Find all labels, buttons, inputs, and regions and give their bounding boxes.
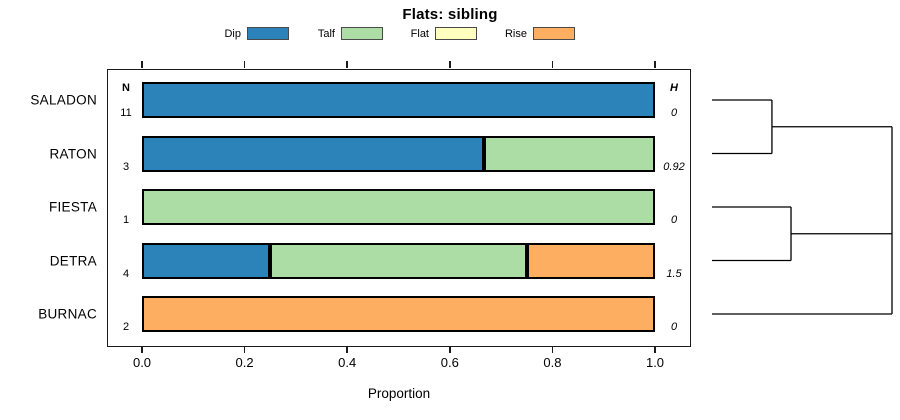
bar-segment-fiesta-talf — [142, 189, 655, 225]
x-tick-bottom-0.4 — [346, 346, 348, 353]
legend: Dip Talf Flat Rise — [0, 0, 900, 50]
category-label-fiesta: FIESTA — [48, 199, 97, 215]
category-label-burnac: BURNAC — [38, 306, 97, 322]
legend-label-talf: Talf — [317, 28, 335, 40]
n-value: 3 — [122, 160, 130, 173]
x-tick-label: 0.8 — [543, 355, 562, 370]
h-value: 0 — [670, 214, 678, 226]
bar-segment-detra-talf — [270, 242, 527, 279]
bar-raton — [142, 135, 655, 172]
legend-swatch-rise — [533, 27, 575, 40]
bar-segment-detra-dip — [142, 242, 271, 279]
x-axis-title: Proportion — [367, 386, 431, 401]
x-tick-top-0.2 — [243, 61, 246, 68]
h-value: 0 — [670, 107, 678, 119]
legend-swatch-dip — [247, 27, 289, 40]
n-value: 2 — [122, 321, 130, 333]
n-column-header: N — [122, 82, 130, 94]
n-value: 4 — [122, 267, 130, 280]
legend-swatch-flat — [435, 27, 477, 40]
legend-label-rise: Rise — [504, 28, 527, 40]
x-tick-bottom-0.2 — [243, 346, 246, 353]
n-value: 11 — [120, 107, 132, 119]
h-column-header: H — [670, 82, 678, 94]
x-tick-label: 0.4 — [338, 355, 357, 370]
bar-segment-raton-dip — [142, 135, 485, 172]
x-tick-bottom-0.8 — [551, 346, 554, 353]
x-tick-top-0.8 — [551, 61, 554, 68]
bar-saladon — [142, 82, 655, 118]
chart-title: Flats: sibling — [402, 6, 498, 23]
bar-segment-raton-talf — [484, 135, 655, 172]
x-tick-label: 0.2 — [235, 355, 254, 370]
x-tick-label: 1.0 — [645, 355, 665, 370]
bar-segment-detra-rise — [526, 242, 655, 279]
bar-segment-burnac-rise — [142, 296, 655, 332]
x-tick-label: 0.6 — [440, 355, 459, 370]
bar-burnac — [142, 296, 655, 332]
x-tick-top-1.0 — [654, 61, 656, 68]
x-tick-bottom-0.0 — [141, 346, 143, 353]
x-tick-bottom-1.0 — [654, 346, 656, 353]
bar-fiesta — [142, 189, 655, 225]
x-tick-top-0.6 — [449, 61, 451, 68]
x-tick-label: 0.0 — [132, 355, 152, 370]
x-tick-bottom-0.6 — [449, 346, 451, 353]
dendrogram-branches — [712, 99, 893, 315]
n-value: 1 — [122, 214, 130, 226]
category-label-detra: DETRA — [49, 253, 97, 268]
legend-swatch-talf — [341, 27, 383, 40]
legend-label-dip: Dip — [224, 28, 241, 40]
h-value: 0.92 — [663, 160, 685, 173]
h-value: 1.5 — [666, 267, 682, 280]
category-label-raton: RATON — [49, 146, 97, 161]
legend-label-flat: Flat — [410, 28, 429, 40]
bar-detra — [142, 242, 655, 279]
bar-segment-saladon-dip — [142, 82, 655, 118]
x-tick-top-0.4 — [346, 61, 348, 68]
category-label-saladon: SALADON — [30, 92, 97, 108]
h-value: 0 — [670, 321, 678, 333]
x-tick-top-0.0 — [141, 61, 143, 68]
